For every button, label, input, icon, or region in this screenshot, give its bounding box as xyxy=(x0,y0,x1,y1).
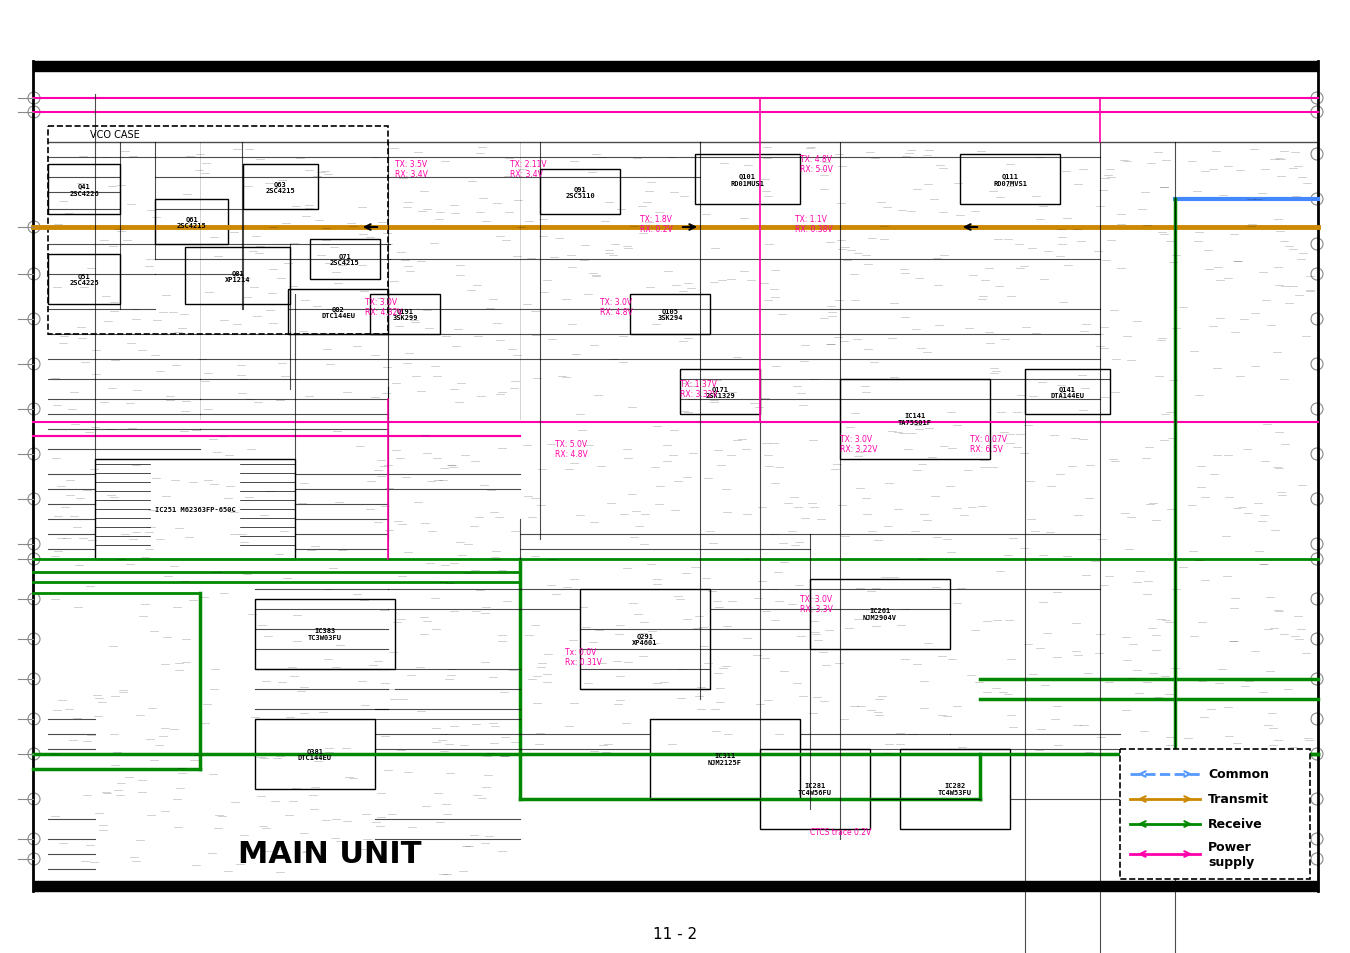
Text: VCO CASE: VCO CASE xyxy=(90,130,140,140)
Bar xyxy=(185,248,290,305)
Text: IC251 M62363FP-650C: IC251 M62363FP-650C xyxy=(155,506,235,513)
Text: Power
supply: Power supply xyxy=(1208,841,1254,868)
Bar xyxy=(960,154,1060,205)
Text: TX: 0.07V
RX: 6.5V: TX: 0.07V RX: 6.5V xyxy=(971,435,1007,454)
Text: IC261
NJM2904V: IC261 NJM2904V xyxy=(863,608,896,620)
Text: Q291
XP4601: Q291 XP4601 xyxy=(632,633,657,646)
Text: TX: 3.0V
RX: 3.3V: TX: 3.0V RX: 3.3V xyxy=(801,595,833,614)
Text: Receive: Receive xyxy=(1208,818,1262,831)
Bar xyxy=(49,165,120,214)
Text: TX: 3.0V
RX: 3.22V: TX: 3.0V RX: 3.22V xyxy=(840,435,878,454)
Bar xyxy=(630,294,710,335)
Text: Q171
2SK1329: Q171 2SK1329 xyxy=(705,386,734,398)
Text: IC282
TC4W53FU: IC282 TC4W53FU xyxy=(938,782,972,796)
Bar xyxy=(49,127,387,335)
Bar xyxy=(900,749,1010,829)
Text: TX: 3.0V
RX: 4.32V: TX: 3.0V RX: 4.32V xyxy=(364,297,402,317)
Bar xyxy=(95,459,296,559)
Bar xyxy=(1120,749,1310,879)
Text: IC141
TA75S01F: IC141 TA75S01F xyxy=(898,413,931,426)
Bar xyxy=(680,370,760,415)
Text: Q101
RD01MUS1: Q101 RD01MUS1 xyxy=(730,173,764,186)
Text: Transmit: Transmit xyxy=(1208,793,1269,805)
Text: TX: 3.5V
RX: 3.4V: TX: 3.5V RX: 3.4V xyxy=(396,160,428,179)
Text: Q111
RD07MVS1: Q111 RD07MVS1 xyxy=(994,173,1027,186)
Bar xyxy=(255,720,375,789)
Text: TX: 1.1V
RX: 0.38V: TX: 1.1V RX: 0.38V xyxy=(795,214,833,234)
Text: TX: 3.0V
RX: 4.8V: TX: 3.0V RX: 4.8V xyxy=(599,297,633,317)
Bar xyxy=(810,579,950,649)
Text: Tx: 0.0V
Rx: 0.31V: Tx: 0.0V Rx: 0.31V xyxy=(566,647,602,667)
Bar xyxy=(580,589,710,689)
Text: MAIN UNIT: MAIN UNIT xyxy=(238,840,421,868)
Text: Q63
2SC4215: Q63 2SC4215 xyxy=(266,181,296,193)
Text: IC281
TC4W56FU: IC281 TC4W56FU xyxy=(798,782,832,796)
Bar xyxy=(840,379,990,459)
Bar xyxy=(1025,370,1110,415)
Text: Q71
2SC4215: Q71 2SC4215 xyxy=(331,253,360,266)
Text: 11 - 2: 11 - 2 xyxy=(653,926,697,942)
Text: CTCS trace 0.2V: CTCS trace 0.2V xyxy=(810,827,871,836)
Bar xyxy=(649,720,801,800)
Text: IC311
NJM2125F: IC311 NJM2125F xyxy=(707,753,742,765)
Bar xyxy=(310,240,379,280)
Text: TX: 4.8V
RX: 5.0V: TX: 4.8V RX: 5.0V xyxy=(801,154,833,174)
Text: TX: 1.8V
RX: 0.2V: TX: 1.8V RX: 0.2V xyxy=(640,214,672,234)
Text: Common: Common xyxy=(1208,768,1269,781)
Bar xyxy=(288,290,387,335)
Bar xyxy=(695,154,801,205)
Bar xyxy=(49,254,120,305)
Text: Q51
2SC4225: Q51 2SC4225 xyxy=(69,274,99,286)
Text: TX: 2.11V
RX: 3.4V: TX: 2.11V RX: 3.4V xyxy=(510,160,547,179)
Text: Q141
DTA144EU: Q141 DTA144EU xyxy=(1050,386,1084,398)
Text: Q61
2SC4215: Q61 2SC4215 xyxy=(177,215,207,229)
Text: TX: 1.37V
RX: 3.32V: TX: 1.37V RX: 3.32V xyxy=(680,379,718,399)
Text: Q81
XP1214: Q81 XP1214 xyxy=(224,270,250,283)
Bar xyxy=(155,200,228,245)
Text: IC383
TC3W03FU: IC383 TC3W03FU xyxy=(308,628,342,640)
Text: Q105
3SK294: Q105 3SK294 xyxy=(657,308,683,321)
Bar xyxy=(243,165,319,210)
Text: Q381
DTC144EU: Q381 DTC144EU xyxy=(298,748,332,760)
Text: Q191
3SK299: Q191 3SK299 xyxy=(393,308,417,321)
Bar xyxy=(370,294,440,335)
Text: Q41
2SC4226: Q41 2SC4226 xyxy=(69,183,99,196)
Bar xyxy=(760,749,869,829)
Text: TX: 5.0V
RX: 4.8V: TX: 5.0V RX: 4.8V xyxy=(555,439,587,459)
Text: Q82
DTC144EU: Q82 DTC144EU xyxy=(321,306,355,318)
Bar xyxy=(540,170,620,214)
Text: Q91
2SC5110: Q91 2SC5110 xyxy=(566,186,595,199)
Bar xyxy=(255,599,396,669)
